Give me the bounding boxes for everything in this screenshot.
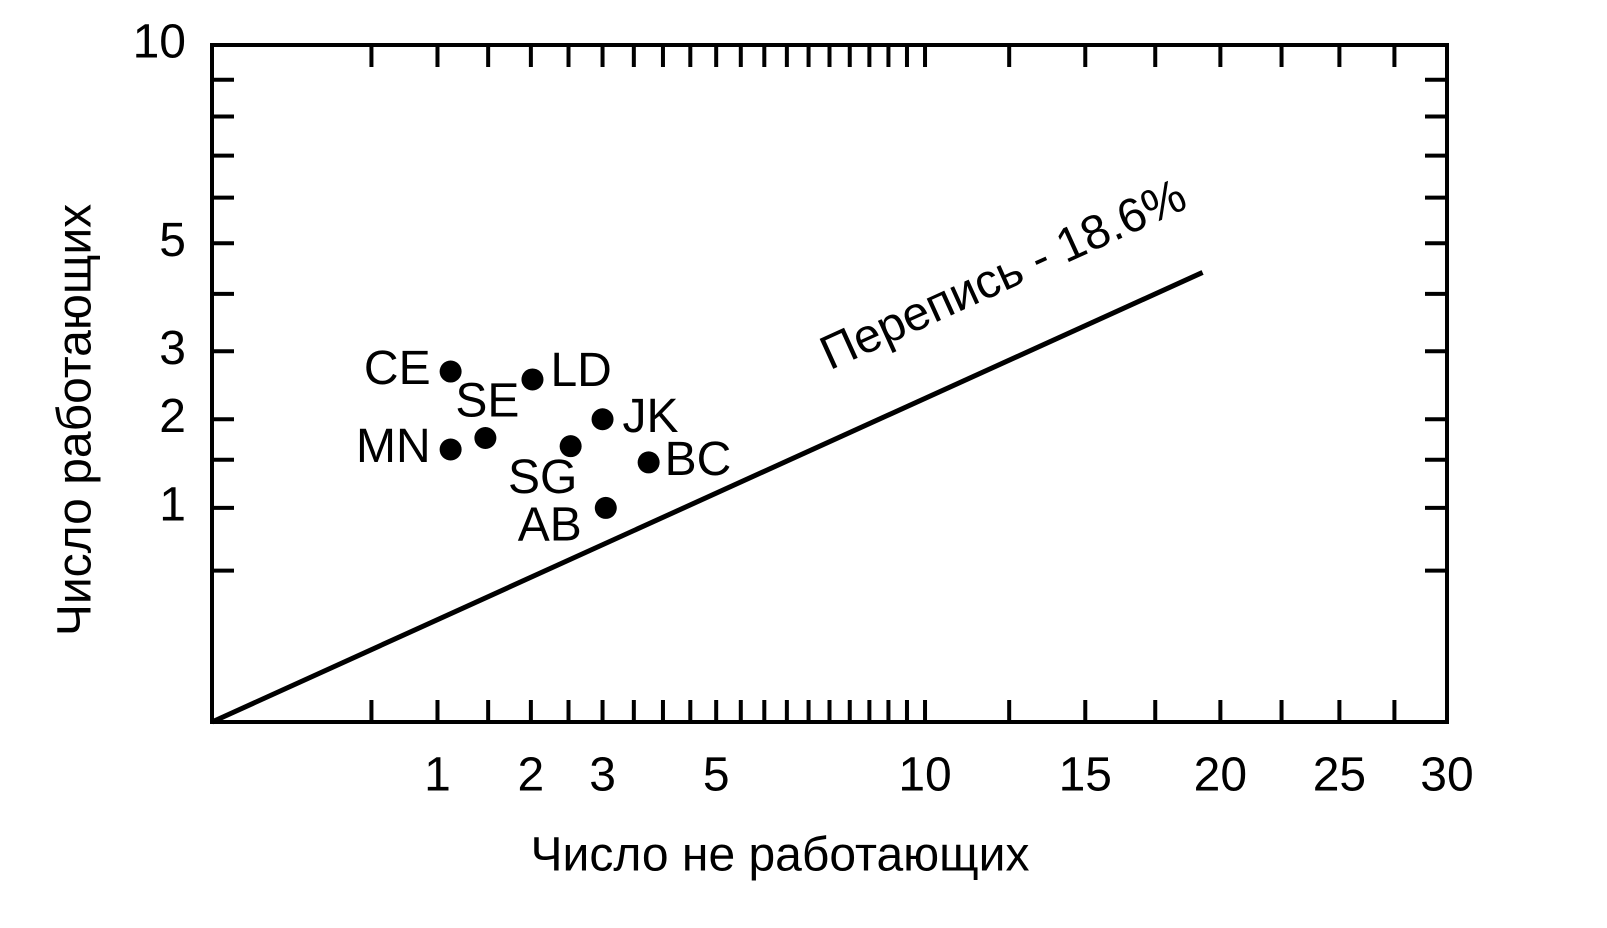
y-tick-label: 10 xyxy=(133,16,186,69)
point xyxy=(521,368,544,391)
point-label: AB xyxy=(518,499,582,552)
point xyxy=(474,426,497,449)
point xyxy=(559,435,582,458)
y-tick-label: 3 xyxy=(159,322,186,375)
point-label: LD xyxy=(550,344,611,397)
point-label: SG xyxy=(508,451,577,504)
y-tick-label: 5 xyxy=(159,214,186,267)
point xyxy=(594,496,617,519)
y-tick-label: 1 xyxy=(159,479,186,532)
point xyxy=(591,408,614,431)
reference-line xyxy=(210,270,1204,725)
point-label: JK xyxy=(623,390,679,443)
x-tick-label: 2 xyxy=(518,749,545,802)
y-tick-label: 2 xyxy=(159,390,186,443)
line-annotation: Перепись - 18.6% xyxy=(812,169,1194,381)
x-tick-label: 3 xyxy=(589,749,616,802)
x-axis-label: Число не работающих xyxy=(531,829,1030,882)
point xyxy=(439,438,462,461)
x-tick-label: 15 xyxy=(1059,749,1112,802)
point xyxy=(637,451,660,474)
x-tick-label: 25 xyxy=(1313,749,1366,802)
y-axis-label: Число работающих xyxy=(49,204,102,636)
x-tick-label: 10 xyxy=(898,749,951,802)
point-label: BC xyxy=(665,433,732,486)
point-label: MN xyxy=(356,420,431,473)
x-tick-label: 30 xyxy=(1420,749,1473,802)
point xyxy=(439,360,462,383)
x-tick-label: 20 xyxy=(1194,749,1247,802)
point-label: SE xyxy=(455,375,519,428)
x-tick-label: 5 xyxy=(703,749,730,802)
x-tick-label: 1 xyxy=(424,749,451,802)
point-label: CE xyxy=(364,342,431,395)
